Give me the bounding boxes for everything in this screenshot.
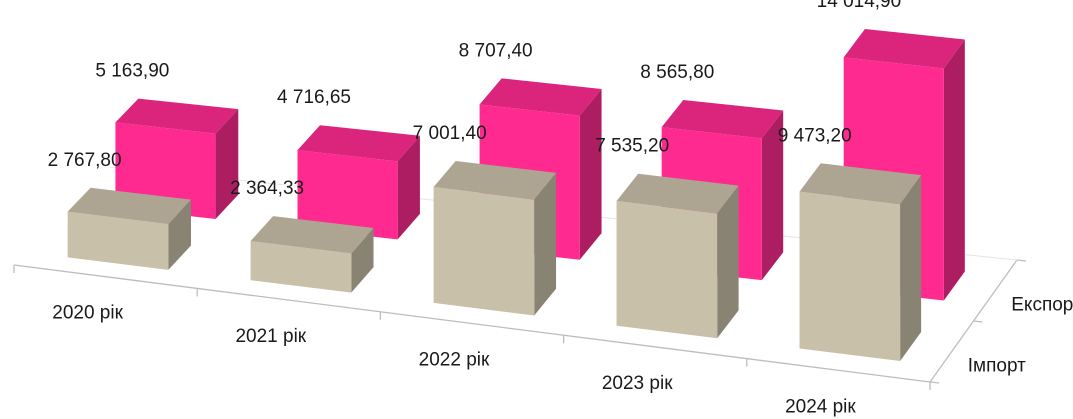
data-label-import-4: 9 473,20: [778, 125, 852, 146]
x-axis-line: [13, 264, 931, 383]
bar-top-face: [479, 78, 602, 116]
x-tick-label-4: 2024 рік: [785, 396, 856, 417]
bar-front-face: [433, 187, 535, 316]
bar-top-face: [616, 173, 739, 214]
data-label-export-0: 5 163,90: [95, 61, 169, 82]
bar-top-face: [433, 160, 557, 200]
depth-tick: [1016, 259, 1027, 262]
bar-front-face: [616, 200, 718, 339]
x-tick-label-1: 2021 рік: [235, 326, 306, 347]
chart-labels: 5 163,90 4 716,65 8 707,40 8 565,80 14 014,9…: [48, 0, 1073, 417]
bar-side-face: [761, 110, 784, 281]
series-label-1: Експорт: [1011, 295, 1073, 316]
bar-top-face: [115, 98, 239, 134]
bar-import-1: [250, 216, 374, 293]
bar-side-face: [397, 135, 420, 240]
data-label-import-0: 2 767,80: [48, 150, 122, 171]
bar-front-face: [799, 191, 901, 362]
x-tick-label-2: 2022 рік: [419, 350, 490, 371]
bar-front-face: [67, 211, 169, 270]
chart-bars: [67, 28, 965, 362]
bar-top-face: [250, 216, 374, 254]
data-label-export-2: 8 707,40: [459, 40, 533, 61]
data-label-import-1: 2 364,33: [230, 178, 304, 199]
bar-side-face: [900, 175, 922, 362]
bar-top-face: [661, 99, 784, 139]
bar-side-face: [351, 227, 374, 293]
x-tick-label-0: 2020 рік: [52, 303, 123, 324]
depth-tick: [929, 381, 940, 384]
bar-import-4: [799, 163, 922, 362]
bar-side-face: [943, 39, 965, 301]
bar-top-face: [297, 125, 420, 162]
bar-side-face: [579, 88, 602, 260]
bar-side-face: [534, 172, 557, 316]
bar-import-0: [67, 187, 191, 270]
data-label-import-3: 7 535,20: [595, 136, 669, 157]
bar-import-3: [616, 173, 739, 339]
bar-side-face: [717, 185, 739, 339]
bar-side-face: [168, 199, 191, 270]
bar-import-2: [433, 160, 557, 316]
data-label-export-3: 8 565,80: [640, 62, 714, 83]
bar-export-1: [297, 125, 420, 240]
data-label-import-2: 7 001,40: [413, 123, 487, 144]
bar-side-face: [215, 109, 239, 220]
bar-top-face: [67, 187, 191, 225]
data-label-export-1: 4 716,65: [277, 87, 351, 108]
bar-front-face: [297, 150, 398, 240]
x-tick-label-3: 2023 рік: [602, 373, 673, 394]
bar-front-face: [250, 241, 352, 293]
series-label-0: Імпорт: [968, 356, 1026, 377]
bar-top-face: [799, 163, 922, 205]
bar-top-face: [843, 28, 965, 69]
depth-tick: [973, 320, 983, 323]
data-label-export-4: 14 014,90: [817, 0, 902, 12]
